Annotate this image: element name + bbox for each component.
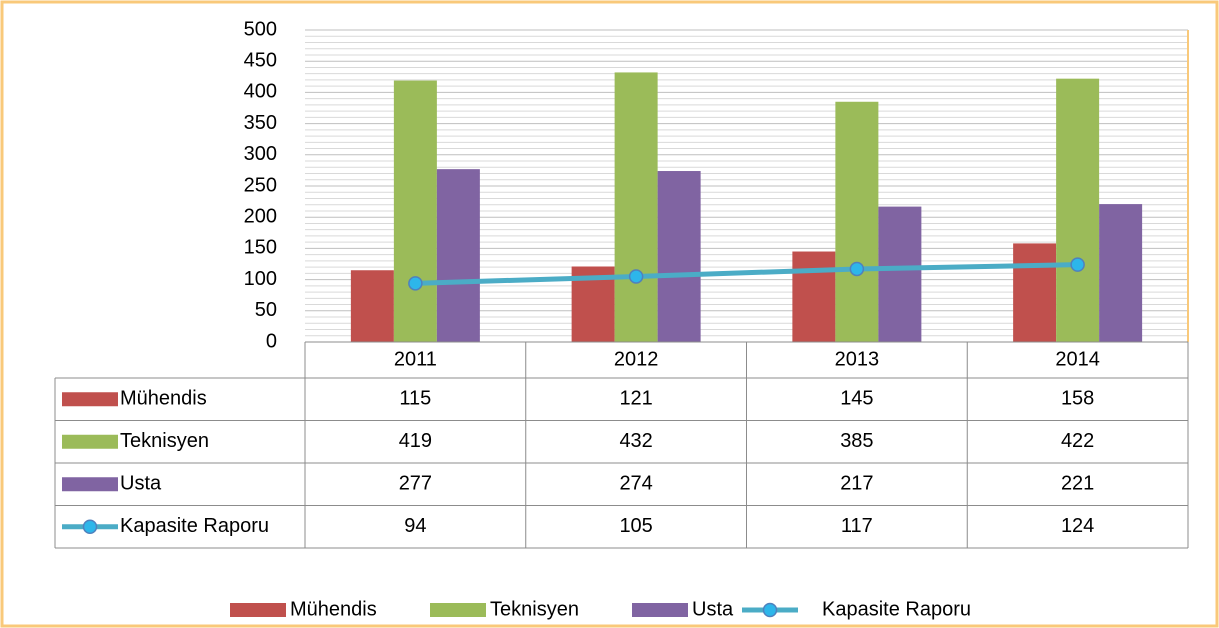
bar bbox=[1013, 243, 1057, 342]
line-marker bbox=[849, 261, 865, 277]
legend-swatch bbox=[632, 603, 688, 617]
legend-swatch bbox=[430, 603, 486, 617]
bar bbox=[835, 101, 879, 342]
table-row-label: Kapasite Raporu bbox=[120, 515, 269, 537]
legend-swatch bbox=[62, 434, 118, 449]
y-tick-label: 150 bbox=[244, 237, 277, 259]
legend-marker bbox=[82, 519, 98, 534]
table-cell: 274 bbox=[619, 473, 652, 495]
table-cell: 94 bbox=[404, 515, 426, 537]
line-marker bbox=[408, 276, 423, 291]
legend-swatch bbox=[62, 477, 118, 492]
legend-marker bbox=[762, 602, 778, 618]
table-row-label: Teknisyen bbox=[120, 430, 209, 452]
table-cell: 115 bbox=[399, 388, 431, 410]
table-row-label: Mühendis bbox=[120, 388, 207, 410]
y-tick-label: 450 bbox=[244, 49, 277, 71]
bar bbox=[393, 80, 437, 342]
table-cell: 419 bbox=[399, 430, 432, 452]
legend-label: Usta bbox=[692, 598, 734, 620]
line-marker bbox=[628, 269, 644, 284]
bar bbox=[1099, 204, 1143, 342]
table-cell: 117 bbox=[841, 515, 873, 537]
table-cell: 221 bbox=[1061, 473, 1094, 495]
x-tick-label: 2014 bbox=[1055, 348, 1100, 370]
table-cell: 277 bbox=[399, 473, 432, 495]
x-tick-label: 2011 bbox=[394, 348, 437, 370]
legend-label: Kapasite Raporu bbox=[822, 598, 971, 620]
table-cell: 158 bbox=[1061, 388, 1094, 410]
line-marker bbox=[1070, 257, 1085, 272]
y-tick-label: 400 bbox=[244, 81, 277, 103]
table-cell: 105 bbox=[619, 515, 652, 537]
y-tick-label: 350 bbox=[244, 112, 277, 134]
legend-swatch bbox=[62, 392, 118, 407]
bar bbox=[614, 72, 658, 342]
bar bbox=[657, 171, 701, 342]
table-cell: 121 bbox=[619, 388, 652, 410]
table-cell: 385 bbox=[840, 430, 873, 452]
bar bbox=[878, 206, 922, 342]
table-cell: 422 bbox=[1061, 430, 1094, 452]
y-tick-label: 250 bbox=[244, 174, 277, 196]
legend-swatch bbox=[230, 603, 286, 617]
y-tick-label: 100 bbox=[244, 268, 277, 290]
table-cell: 124 bbox=[1061, 515, 1094, 537]
y-tick-label: 0 bbox=[266, 330, 277, 352]
y-tick-label: 50 bbox=[255, 299, 277, 321]
table-cell: 432 bbox=[619, 430, 652, 452]
x-tick-label: 2013 bbox=[835, 348, 880, 370]
table-cell: 217 bbox=[840, 473, 873, 495]
bar bbox=[350, 270, 394, 342]
y-tick-label: 500 bbox=[244, 18, 277, 40]
bar bbox=[436, 169, 480, 342]
bar bbox=[1056, 78, 1100, 342]
bar bbox=[792, 251, 836, 342]
x-tick-label: 2012 bbox=[614, 348, 659, 370]
table-cell: 145 bbox=[840, 388, 873, 410]
line bbox=[415, 262, 1078, 286]
legend-label: Teknisyen bbox=[490, 598, 579, 620]
y-tick-label: 200 bbox=[244, 205, 277, 227]
legend-label: Mühendis bbox=[290, 598, 377, 620]
table-row-label: Usta bbox=[120, 473, 162, 495]
y-tick-label: 300 bbox=[244, 143, 277, 165]
